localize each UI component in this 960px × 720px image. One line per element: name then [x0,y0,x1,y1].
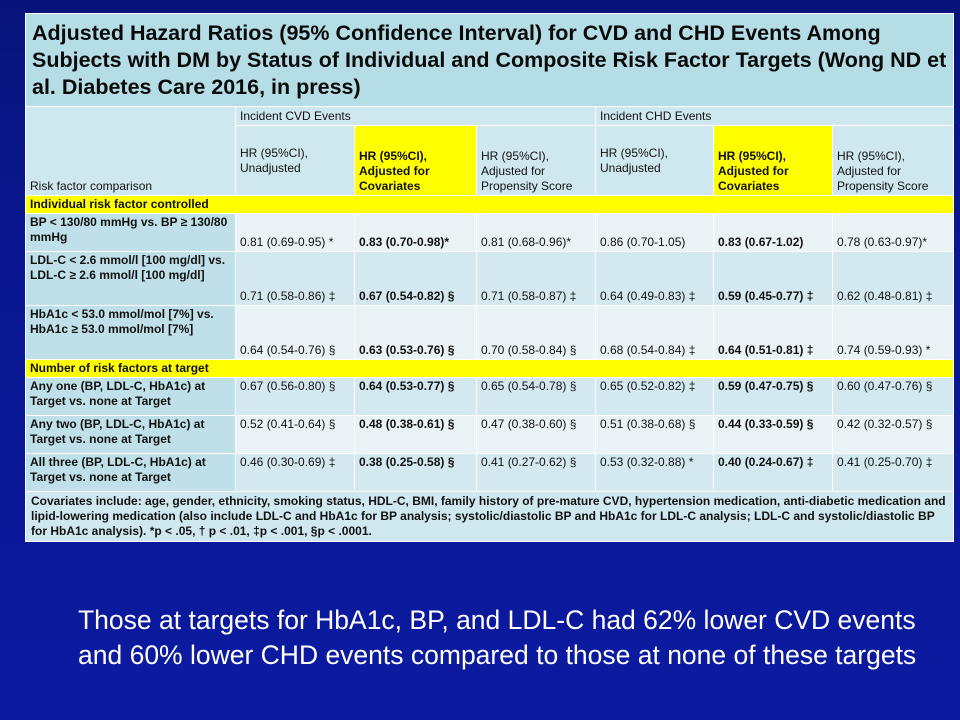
hr-value-cell: 0.83 (0.67-1.02) [713,213,833,252]
table-row: All three (BP, LDL-C, HbA1c) at Target v… [25,453,954,492]
hr-value-cell: 0.70 (0.58-0.84) § [476,305,596,360]
hr-value-cell: 0.64 (0.53-0.77) § [354,377,477,416]
footnote-row: Covariates include: age, gender, ethnici… [25,491,954,542]
hr-value-cell: 0.65 (0.54-0.78) § [476,377,596,416]
covariates-footnote: Covariates include: age, gender, ethnici… [25,491,954,542]
hr-value-cell: 0.53 (0.32-0.88) * [595,453,714,492]
hr-value-cell: 0.71 (0.58-0.87) ‡ [476,251,596,306]
row-label: BP < 130/80 mmHg vs. BP ≥ 130/80 mmHg [25,213,236,252]
section-header-row: Number of risk factors at target [25,359,954,378]
section-header-row: Individual risk factor controlled [25,195,954,214]
hazard-ratio-table: Adjusted Hazard Ratios (95% Confidence I… [25,13,954,542]
hr-value-cell: 0.41 (0.27-0.62) § [476,453,596,492]
hr-value-cell: 0.44 (0.33-0.59) § [713,415,833,454]
hr-value-cell: 0.52 (0.41-0.64) § [235,415,355,454]
section-title: Number of risk factors at target [25,359,954,378]
table-row: Any one (BP, LDL-C, HbA1c) at Target vs.… [25,377,954,416]
hr-value-cell: 0.86 (0.70-1.05) [595,213,714,252]
hr-value-cell: 0.67 (0.54-0.82) § [354,251,477,306]
column-header-row: HR (95%CI), Unadjusted HR (95%CI), Adjus… [26,125,954,196]
results-table-container: Adjusted Hazard Ratios (95% Confidence I… [25,13,954,542]
table-row: HbA1c < 53.0 mmol/mol [7%] vs. HbA1c ≥ 5… [25,305,954,360]
table-row: LDL-C < 2.6 mmol/l [100 mg/dl] vs. LDL-C… [25,251,954,306]
hr-value-cell: 0.48 (0.38-0.61) § [354,415,477,454]
hr-value-cell: 0.65 (0.52-0.82) ‡ [595,377,714,416]
hr-value-cell: 0.59 (0.45-0.77) ‡ [713,251,833,306]
row-label: Any one (BP, LDL-C, HbA1c) at Target vs.… [25,377,236,416]
column-header-cvd-covariates: HR (95%CI), Adjusted for Covariates [354,125,477,196]
cvd-group-header: Incident CVD Events [235,106,596,126]
table-title: Adjusted Hazard Ratios (95% Confidence I… [25,13,954,107]
row-label: Any two (BP, LDL-C, HbA1c) at Target vs.… [25,415,236,454]
hr-value-cell: 0.64 (0.51-0.81) ‡ [713,305,833,360]
hr-value-cell: 0.38 (0.25-0.58) § [354,453,477,492]
group-header-row: Risk factor comparison Incident CVD Even… [25,106,954,196]
hr-value-cell: 0.64 (0.49-0.83) ‡ [595,251,714,306]
hr-value-cell: 0.63 (0.53-0.76) § [354,305,477,360]
column-header-cvd-propensity: HR (95%CI), Adjusted for Propensity Scor… [476,125,596,196]
title-row: Adjusted Hazard Ratios (95% Confidence I… [25,13,954,107]
hr-value-cell: 0.67 (0.56-0.80) § [235,377,355,416]
hr-value-cell: 0.64 (0.54-0.76) § [235,305,355,360]
section-title: Individual risk factor controlled [25,195,954,214]
row-label: LDL-C < 2.6 mmol/l [100 mg/dl] vs. LDL-C… [25,251,236,306]
chd-group-header: Incident CHD Events [595,106,954,126]
table-row: BP < 130/80 mmHg vs. BP ≥ 130/80 mmHg 0.8… [25,213,954,252]
hr-value-cell: 0.81 (0.69-0.95) * [235,213,355,252]
hr-value-cell: 0.74 (0.59-0.93) * [832,305,954,360]
column-header-chd-unadjusted: HR (95%CI), Unadjusted [595,125,714,196]
hr-value-cell: 0.47 (0.38-0.60) § [476,415,596,454]
slide-caption: Those at targets for HbA1c, BP, and LDL-… [78,605,917,670]
column-header-chd-covariates: HR (95%CI), Adjusted for Covariates [713,125,833,196]
hr-value-cell: 0.62 (0.48-0.81) ‡ [832,251,954,306]
hr-value-cell: 0.59 (0.47-0.75) § [713,377,833,416]
hr-value-cell: 0.78 (0.63-0.97)* [832,213,954,252]
hr-value-cell: 0.41 (0.25-0.70) ‡ [832,453,954,492]
hr-value-cell: 0.46 (0.30-0.69) ‡ [235,453,355,492]
hr-value-cell: 0.81 (0.68-0.96)* [476,213,596,252]
row-label: HbA1c < 53.0 mmol/mol [7%] vs. HbA1c ≥ 5… [25,305,236,360]
hr-value-cell: 0.51 (0.38-0.68) § [595,415,714,454]
row-label: All three (BP, LDL-C, HbA1c) at Target v… [25,453,236,492]
column-header-cvd-unadjusted: HR (95%CI), Unadjusted [235,125,355,196]
hr-value-cell: 0.40 (0.24-0.67) ‡ [713,453,833,492]
table-row: Any two (BP, LDL-C, HbA1c) at Target vs.… [25,415,954,454]
hr-value-cell: 0.42 (0.32-0.57) § [832,415,954,454]
hr-value-cell: 0.60 (0.47-0.76) § [832,377,954,416]
hr-value-cell: 0.71 (0.58-0.86) ‡ [235,251,355,306]
risk-factor-column-header: Risk factor comparison [25,106,236,196]
hr-value-cell: 0.68 (0.54-0.84) ‡ [595,305,714,360]
hr-value-cell: 0.83 (0.70-0.98)* [354,213,477,252]
column-header-chd-propensity: HR (95%CI), Adjusted for Propensity Scor… [832,125,954,196]
